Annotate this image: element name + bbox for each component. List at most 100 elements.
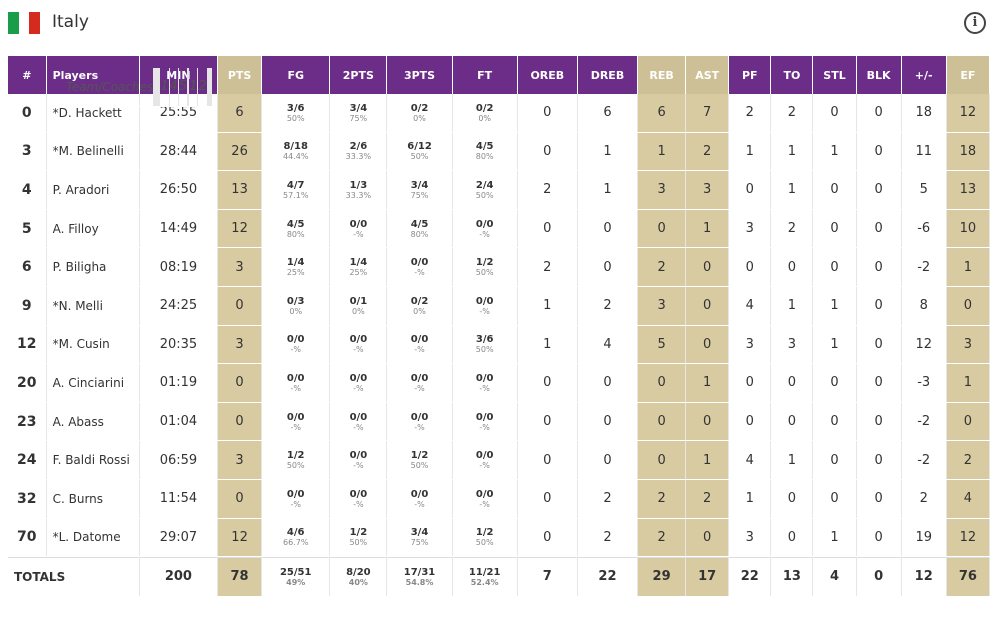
- blk: 0: [856, 209, 902, 249]
- totals-row: TOTALS 200 78 25/51 49% 8/20 40% 17/31 54.8% 11/2…: [8, 557, 991, 597]
- column-header-[interactable]: #: [8, 56, 47, 94]
- plus-minus: -2: [901, 440, 947, 480]
- ast: 1: [685, 209, 730, 249]
- player-name[interactable]: A. Abass: [46, 402, 140, 442]
- to: 2: [770, 209, 814, 249]
- reb: 2: [637, 479, 687, 519]
- oreb: 1: [517, 325, 578, 365]
- fg: 0/0 -%: [261, 325, 331, 365]
- column-header-ast[interactable]: AST: [685, 56, 730, 94]
- player-name[interactable]: A. Cinciarini: [46, 363, 140, 403]
- fg: 0/0 -%: [261, 402, 331, 442]
- blk: 0: [856, 363, 902, 403]
- player-name[interactable]: A. Filloy: [46, 209, 140, 249]
- pf: 1: [728, 132, 772, 172]
- plus-minus: 11: [901, 132, 947, 172]
- column-header-ef[interactable]: EF: [946, 56, 991, 94]
- column-header-ft[interactable]: FT: [452, 56, 518, 94]
- column-header-stl[interactable]: STL: [812, 56, 857, 94]
- plus-minus: 19: [901, 518, 947, 558]
- reb: 0: [637, 440, 687, 480]
- player-name[interactable]: *L. Datome: [46, 518, 140, 558]
- team-stat: [208, 68, 210, 107]
- team-stat: [187, 68, 190, 107]
- column-header-dreb[interactable]: DREB: [577, 56, 639, 94]
- player-name[interactable]: C. Burns: [46, 479, 140, 519]
- pf: 3: [728, 325, 772, 365]
- column-header-[interactable]: +/-: [901, 56, 947, 94]
- player-number: 5: [8, 209, 47, 249]
- two-pts: 3/4 75%: [329, 94, 388, 133]
- dreb: 0: [577, 402, 639, 442]
- player-name[interactable]: P. Aradori: [46, 170, 140, 210]
- efficiency: 0: [946, 402, 991, 442]
- oreb: 0: [517, 402, 578, 442]
- points: 0: [217, 286, 263, 326]
- free-throws: 0/0 -%: [452, 209, 518, 249]
- total-to: 13: [770, 557, 814, 597]
- blk: 0: [856, 286, 902, 326]
- free-throws: 0/0 -%: [452, 479, 518, 519]
- team-stat: [157, 68, 160, 107]
- blk: 0: [856, 325, 902, 365]
- player-name[interactable]: *N. Melli: [46, 286, 140, 326]
- stl: 0: [812, 247, 857, 287]
- fg: 4/5 80%: [261, 209, 331, 249]
- column-header-to[interactable]: TO: [770, 56, 814, 94]
- column-header-fg[interactable]: FG: [261, 56, 331, 94]
- pf: 0: [728, 402, 772, 442]
- ast: 7: [685, 94, 730, 133]
- column-header-reb[interactable]: REB: [637, 56, 687, 94]
- column-header-2pts[interactable]: 2PTS: [329, 56, 388, 94]
- total-dreb: 22: [577, 557, 639, 597]
- reb: 0: [637, 402, 687, 442]
- points: 12: [217, 209, 263, 249]
- ast: 1: [685, 440, 730, 480]
- dreb: 0: [577, 247, 639, 287]
- two-pts: 0/1 0%: [329, 286, 388, 326]
- team-stat: [209, 68, 211, 107]
- column-header-blk[interactable]: BLK: [856, 56, 902, 94]
- player-name[interactable]: *M. Belinelli: [46, 132, 140, 172]
- pf: 3: [728, 518, 772, 558]
- plus-minus: 18: [901, 94, 947, 133]
- player-number: 9: [8, 286, 47, 326]
- column-header-3pts[interactable]: 3PTS: [386, 56, 453, 94]
- team-stat: 1: [188, 68, 199, 107]
- fg: 3/6 50%: [261, 94, 331, 133]
- total-minutes: 200: [139, 557, 219, 597]
- player-number: 4: [8, 170, 47, 210]
- column-header-pf[interactable]: PF: [728, 56, 772, 94]
- reb: 0: [637, 209, 687, 249]
- efficiency: 12: [946, 518, 991, 558]
- table-row: 3 *M. Belinelli 28:44 26 8/18 44.4% 2/6 33.3% 6/…: [8, 132, 991, 172]
- player-name[interactable]: P. Biligha: [46, 247, 140, 287]
- reb: 1: [637, 132, 687, 172]
- free-throws: 4/5 80%: [452, 132, 518, 172]
- team-stat: [155, 68, 158, 107]
- pf: 3: [728, 209, 772, 249]
- oreb: 0: [517, 440, 578, 480]
- info-icon[interactable]: i: [964, 12, 986, 34]
- minutes: 11:54: [139, 479, 219, 519]
- to: 0: [770, 402, 814, 442]
- player-name[interactable]: F. Baldi Rossi: [46, 440, 140, 480]
- to: 2: [770, 94, 814, 133]
- total-ast: 17: [685, 557, 730, 597]
- free-throws: 3/6 50%: [452, 325, 518, 365]
- two-pts: 0/0 -%: [329, 479, 388, 519]
- column-header-oreb[interactable]: OREB: [517, 56, 578, 94]
- to: 0: [770, 247, 814, 287]
- column-header-pts[interactable]: PTS: [217, 56, 263, 94]
- three-pts: 1/2 50%: [386, 440, 453, 480]
- points: 12: [217, 518, 263, 558]
- oreb: 0: [517, 479, 578, 519]
- reb: 6: [637, 94, 687, 133]
- points: 0: [217, 363, 263, 403]
- reb: 0: [637, 363, 687, 403]
- oreb: 0: [517, 94, 578, 133]
- total-oreb: 7: [517, 557, 578, 597]
- ast: 1: [685, 363, 730, 403]
- player-name[interactable]: *M. Cusin: [46, 325, 140, 365]
- points: 3: [217, 247, 263, 287]
